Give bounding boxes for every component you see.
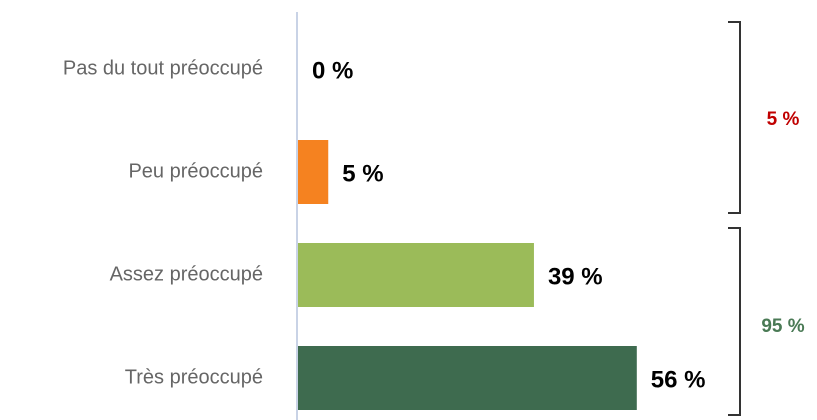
bracket (728, 21, 741, 214)
category-label: Pas du tout préoccupé (63, 57, 263, 79)
bar (298, 243, 534, 307)
value-label: 5 % (342, 160, 383, 187)
group-total-label: 95 % (761, 316, 804, 337)
category-label: Peu préoccupé (128, 160, 263, 182)
bracket (728, 227, 741, 416)
bar (298, 346, 637, 410)
value-label: 39 % (548, 263, 603, 290)
group-total-label: 5 % (767, 109, 800, 130)
category-label: Assez préoccupé (110, 263, 263, 285)
value-label: 0 % (312, 57, 353, 84)
value-label: 56 % (651, 366, 706, 393)
bar (298, 140, 329, 204)
category-label: Très préoccupé (125, 366, 263, 388)
